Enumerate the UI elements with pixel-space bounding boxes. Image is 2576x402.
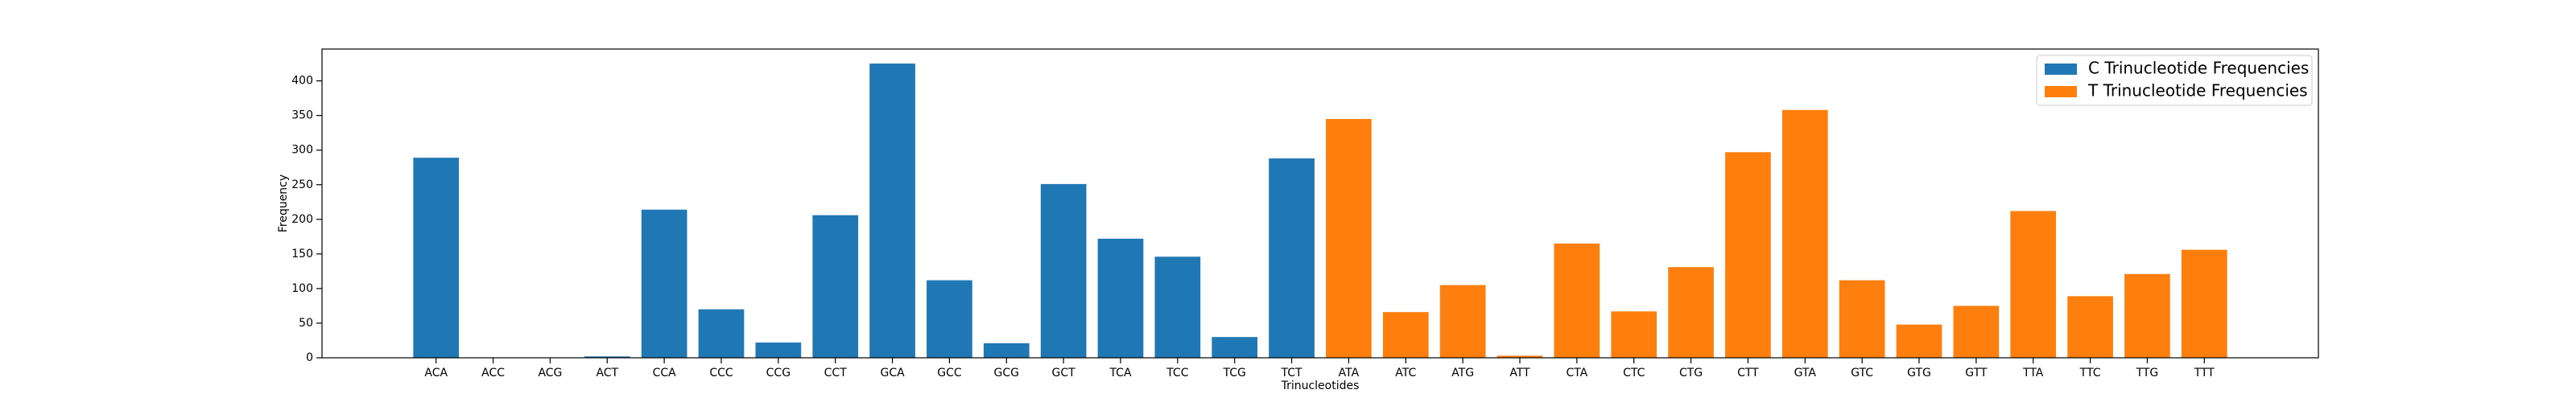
bar bbox=[869, 64, 915, 358]
bar bbox=[641, 209, 687, 358]
x-tick-label: GCT bbox=[1052, 367, 1076, 379]
x-tick-label: GTT bbox=[1965, 367, 1988, 379]
bar bbox=[1097, 238, 1144, 358]
x-tick-label: TCT bbox=[1281, 367, 1303, 379]
x-tick-label: CCG bbox=[766, 367, 791, 379]
x-tick-label: CCC bbox=[709, 367, 733, 379]
bar bbox=[755, 343, 802, 358]
bar bbox=[2181, 249, 2227, 358]
y-tick-label: 50 bbox=[299, 317, 313, 330]
x-tick-label: GCC bbox=[937, 367, 962, 379]
bar bbox=[1212, 337, 1258, 358]
bar bbox=[584, 356, 630, 358]
x-tick-label: ACC bbox=[481, 367, 505, 379]
y-tick-label: 150 bbox=[291, 248, 313, 260]
bar bbox=[2124, 273, 2170, 358]
bar bbox=[413, 158, 460, 358]
bar bbox=[1439, 285, 1486, 358]
bar bbox=[1839, 280, 1885, 358]
x-tick-label: GTC bbox=[1851, 367, 1873, 379]
bar bbox=[1496, 355, 1543, 358]
x-tick-label: TCA bbox=[1108, 367, 1132, 379]
bar bbox=[1668, 267, 1714, 358]
x-tick-label: ATG bbox=[1451, 367, 1474, 379]
x-tick-label: CCT bbox=[824, 367, 848, 379]
x-tick-label: TCC bbox=[1166, 367, 1189, 379]
x-tick-label: CTG bbox=[1679, 367, 1703, 379]
bar bbox=[1040, 183, 1087, 358]
bar bbox=[1554, 243, 1600, 358]
legend-swatch bbox=[2045, 86, 2077, 97]
y-tick-label: 100 bbox=[291, 282, 313, 295]
x-axis-label: Trinucleotides bbox=[1281, 379, 1360, 392]
y-axis-label: Frequency bbox=[277, 174, 290, 232]
y-tick-label: 200 bbox=[291, 213, 313, 226]
bar bbox=[1611, 311, 1657, 358]
x-tick-label: TTG bbox=[2136, 367, 2159, 379]
x-tick-label: GTG bbox=[1907, 367, 1931, 379]
legend-box bbox=[2036, 55, 2313, 106]
bar bbox=[1781, 109, 1828, 358]
x-tick-label: CTT bbox=[1737, 367, 1759, 379]
x-tick-label: ACA bbox=[424, 367, 448, 379]
bar bbox=[2010, 211, 2057, 358]
y-tick-label: 400 bbox=[291, 75, 313, 88]
bar bbox=[1725, 152, 1771, 358]
bar bbox=[1326, 118, 1372, 358]
x-tick-label: TTC bbox=[2079, 367, 2101, 379]
x-tick-label: ACT bbox=[596, 367, 618, 379]
legend-swatch bbox=[2045, 64, 2077, 75]
bar bbox=[698, 309, 745, 358]
bar bbox=[927, 280, 972, 358]
x-tick-label: CCA bbox=[653, 367, 677, 379]
x-tick-label: ACG bbox=[538, 367, 562, 379]
bar bbox=[1382, 312, 1429, 358]
y-tick-label: 0 bbox=[306, 351, 313, 364]
y-tick-label: 250 bbox=[291, 178, 313, 191]
x-tick-label: ATT bbox=[1509, 367, 1530, 379]
bar bbox=[812, 215, 859, 358]
x-tick-label: CTA bbox=[1566, 367, 1587, 379]
bar bbox=[2067, 296, 2113, 358]
x-tick-label: CTC bbox=[1623, 367, 1645, 379]
plot-frame bbox=[321, 48, 2319, 359]
bar bbox=[983, 343, 1030, 358]
y-tick-label: 350 bbox=[291, 109, 313, 122]
x-tick-label: TTA bbox=[2022, 367, 2044, 379]
legend-label: C Trinucleotide Frequencies bbox=[2088, 59, 2309, 78]
x-tick-label: TTT bbox=[2194, 367, 2215, 379]
bar bbox=[1896, 324, 1942, 358]
x-tick-label: GCA bbox=[880, 367, 905, 379]
x-tick-label: ATC bbox=[1395, 367, 1416, 379]
x-tick-label: GTA bbox=[1794, 367, 1817, 379]
legend-label: T Trinucleotide Frequencies bbox=[2087, 81, 2308, 100]
bar bbox=[1269, 158, 1315, 358]
x-tick-label: GCG bbox=[994, 367, 1019, 379]
x-tick-label: ATA bbox=[1339, 367, 1360, 379]
bar bbox=[1154, 256, 1201, 358]
y-tick-label: 300 bbox=[291, 144, 313, 157]
bar bbox=[1953, 306, 2000, 358]
x-tick-label: TCG bbox=[1223, 367, 1246, 379]
